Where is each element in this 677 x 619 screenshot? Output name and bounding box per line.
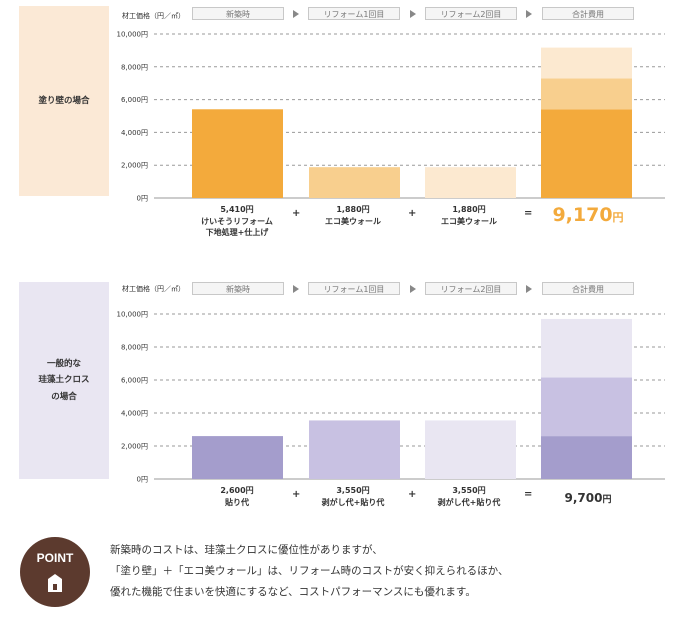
bar-2-segment-2 [309,167,400,198]
bar-caption-reform1: 3,550円 剥がし代+貼り代 [298,485,408,508]
caption-value: 5,410円 [220,205,254,214]
plus-operator: + [292,208,301,219]
plus-operator: + [408,489,417,500]
y-tick-label: 2,000円 [121,443,148,451]
plus-operator: + [408,208,417,219]
stage-header-reform2: リフォーム2回目 [425,7,517,20]
arrow-icon [410,10,416,18]
chart-panel-paint-wall: 塗り壁の場合 材工価格（円／㎡） 新築時 リフォーム1回目 リフォーム2回目 合… [0,0,677,260]
total-value: 9,170 [552,204,613,226]
unit-label: 材工価格（円／㎡） [122,285,185,293]
y-tick-label: 6,000円 [121,96,148,104]
bar-chart: 0円 2,000円 4,000円 6,000円 8,000円 10,000円 [117,31,665,203]
total-cost: 9,170円 [540,204,636,226]
bar-caption-reform2: 3,550円 剥がし代+貼り代 [414,485,524,508]
house-icon [48,574,62,592]
caption-value: 1,880円 [336,205,370,214]
bar-chart: 0円 2,000円 4,000円 6,000円 8,000円 10,000円 [117,311,665,484]
y-tick-label: 0円 [137,195,148,203]
y-tick-label: 8,000円 [121,344,148,352]
y-tick-label: 6,000円 [121,377,148,385]
bar-4-segment-2 [541,377,632,437]
bar-caption-new: 2,600円 貼り代 [182,485,292,508]
stage-header-new: 新築時 [192,282,284,295]
point-label: POINT [36,551,74,565]
arrow-icon [293,285,299,293]
side-label-line: 珪藻土クロス [38,375,90,386]
caption-line: けいそうリフォーム [201,216,273,226]
bar-4-segment-3 [541,47,632,79]
side-label-box: 一般的な 珪藻土クロス の場合 [19,282,109,479]
side-label-box: 塗り壁の場合 [19,6,109,196]
y-tick-label: 2,000円 [121,162,148,170]
plus-operator: + [292,489,301,500]
total-cost: 9,700円 [540,487,636,506]
caption-value: 3,550円 [452,486,486,495]
caption-value: 2,600円 [220,486,254,495]
total-value: 9,700 [564,491,603,505]
stage-header-total: 合計費用 [542,7,634,20]
side-label: 塗り壁の場合 [38,95,90,106]
point-note: 新築時のコストは、珪藻土クロスに優位性がありますが、 「塗り壁」＋「エコ美ウォー… [110,540,508,603]
point-badge: POINT [20,537,90,607]
caption-line: 下地処理+仕上げ [205,228,269,238]
y-tick-label: 10,000円 [117,311,149,319]
bar-4-segment-3 [541,318,632,378]
unit-label: 材工価格（円／㎡） [122,12,185,20]
stage-header-reform1: リフォーム1回目 [308,282,400,295]
bar-3-segment-3 [425,420,516,479]
total-unit: 円 [602,495,612,505]
equals-operator: = [524,208,533,219]
bar-4-segment-1 [541,109,632,198]
side-label-line: 一般的な [46,359,81,370]
caption-value: 1,880円 [452,205,486,214]
y-tick-label: 8,000円 [121,63,148,71]
note-line: 新築時のコストは、珪藻土クロスに優位性がありますが、 [110,544,383,556]
side-label: 一般的な 珪藻土クロス の場合 [38,356,89,404]
y-tick-label: 0円 [137,476,148,484]
total-unit: 円 [612,211,624,224]
stage-header-reform1: リフォーム1回目 [308,7,400,20]
note-line: 優れた機能で住まいを快適にするなど、コストパフォーマンスにも優れます。 [110,586,476,598]
caption-line: 剥がし代+貼り代 [437,497,501,507]
bar-3-segment-3 [425,167,516,198]
bar-1-segment-1 [192,109,283,198]
caption-line: エコ美ウォール [441,216,497,226]
bar-4-segment-2 [541,78,632,110]
caption-line: 剥がし代+貼り代 [321,497,385,507]
arrow-icon [526,10,532,18]
chart-panel-diatom-cloth: 一般的な 珪藻土クロス の場合 材工価格（円／㎡） 新築時 リフォーム1回目 リ… [0,275,677,515]
caption-line: エコ美ウォール [325,216,381,226]
arrow-icon [526,285,532,293]
bar-1-segment-1 [192,436,283,479]
bar-4-segment-1 [541,436,632,479]
caption-value: 3,550円 [336,486,370,495]
y-tick-label: 4,000円 [121,410,148,418]
caption-line: 貼り代 [225,497,249,507]
y-tick-label: 10,000円 [117,31,149,39]
stage-header-new: 新築時 [192,7,284,20]
stage-header-reform2: リフォーム2回目 [425,282,517,295]
arrow-icon [410,285,416,293]
bar-caption-reform2: 1,880円 エコ美ウォール [414,204,524,227]
bar-caption-new: 5,410円 けいそうリフォーム 下地処理+仕上げ [182,204,292,239]
bar-caption-reform1: 1,880円 エコ美ウォール [298,204,408,227]
bar-2-segment-2 [309,420,400,479]
stage-header-total: 合計費用 [542,282,634,295]
arrow-icon [293,10,299,18]
note-line: 「塗り壁」＋「エコ美ウォール」は、リフォーム時のコストが安く抑えられるほか、 [110,565,509,577]
equals-operator: = [524,489,533,500]
y-tick-label: 4,000円 [121,129,148,137]
side-label-line: の場合 [51,391,77,402]
